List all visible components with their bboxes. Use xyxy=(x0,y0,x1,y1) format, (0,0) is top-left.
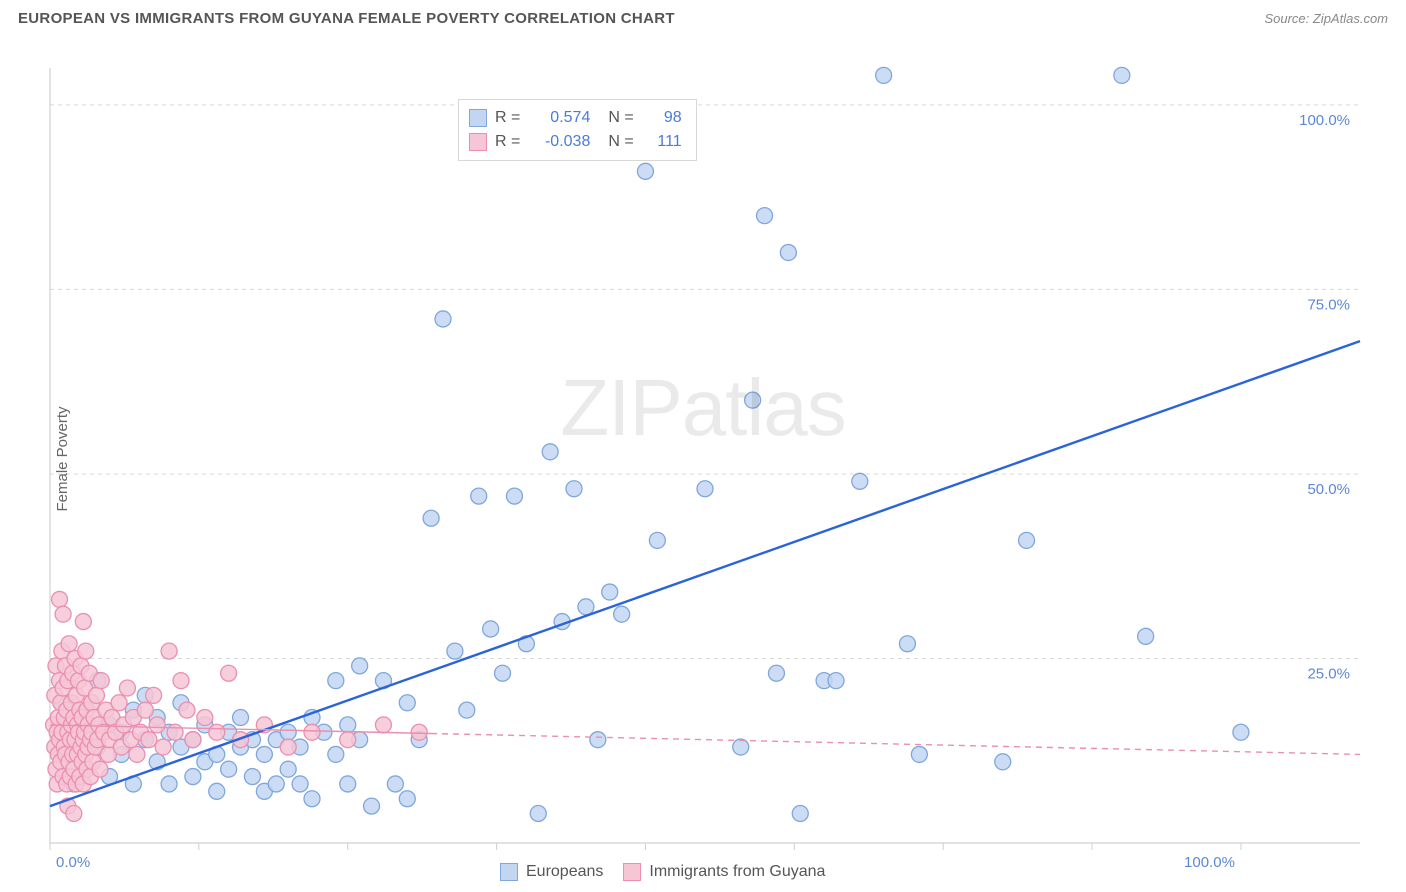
legend-swatch xyxy=(500,863,518,881)
series-legend: Europeans Immigrants from Guyana xyxy=(500,863,825,881)
svg-text:75.0%: 75.0% xyxy=(1307,296,1350,313)
svg-text:100.0%: 100.0% xyxy=(1184,854,1235,871)
svg-text:0.0%: 0.0% xyxy=(56,854,90,871)
legend-item: Immigrants from Guyana xyxy=(623,863,825,881)
y-axis-label: Female Poverty xyxy=(54,406,71,511)
legend-label: Europeans xyxy=(526,863,603,881)
correlation-row: R = 0.574 N = 98 xyxy=(469,106,682,130)
n-value: 98 xyxy=(642,109,682,127)
n-label: N = xyxy=(608,109,633,127)
n-label: N = xyxy=(608,133,633,151)
legend-item: Europeans xyxy=(500,863,603,881)
scatter-chart-svg: 25.0% 50.0% 75.0% 100.0% 0.0% 100.0% xyxy=(0,33,1406,885)
chart-title: EUROPEAN VS IMMIGRANTS FROM GUYANA FEMAL… xyxy=(18,10,675,27)
correlation-legend: R = 0.574 N = 98 R = -0.038 N = 111 xyxy=(458,99,697,161)
chart-header: EUROPEAN VS IMMIGRANTS FROM GUYANA FEMAL… xyxy=(0,0,1406,33)
svg-text:50.0%: 50.0% xyxy=(1307,481,1350,498)
series-swatch xyxy=(469,109,487,127)
series-swatch xyxy=(469,133,487,151)
svg-text:100.0%: 100.0% xyxy=(1299,112,1350,129)
r-label: R = xyxy=(495,133,520,151)
legend-swatch xyxy=(623,863,641,881)
r-value: -0.038 xyxy=(528,133,590,151)
source-label: Source: ZipAtlas.com xyxy=(1264,11,1388,26)
n-value: 111 xyxy=(642,133,682,151)
legend-label: Immigrants from Guyana xyxy=(649,863,825,881)
svg-text:25.0%: 25.0% xyxy=(1307,665,1350,682)
r-label: R = xyxy=(495,109,520,127)
r-value: 0.574 xyxy=(528,109,590,127)
chart-area: Female Poverty ZIPatlas 25.0%50.0%75.0%1… xyxy=(0,33,1406,885)
correlation-row: R = -0.038 N = 111 xyxy=(469,130,682,154)
